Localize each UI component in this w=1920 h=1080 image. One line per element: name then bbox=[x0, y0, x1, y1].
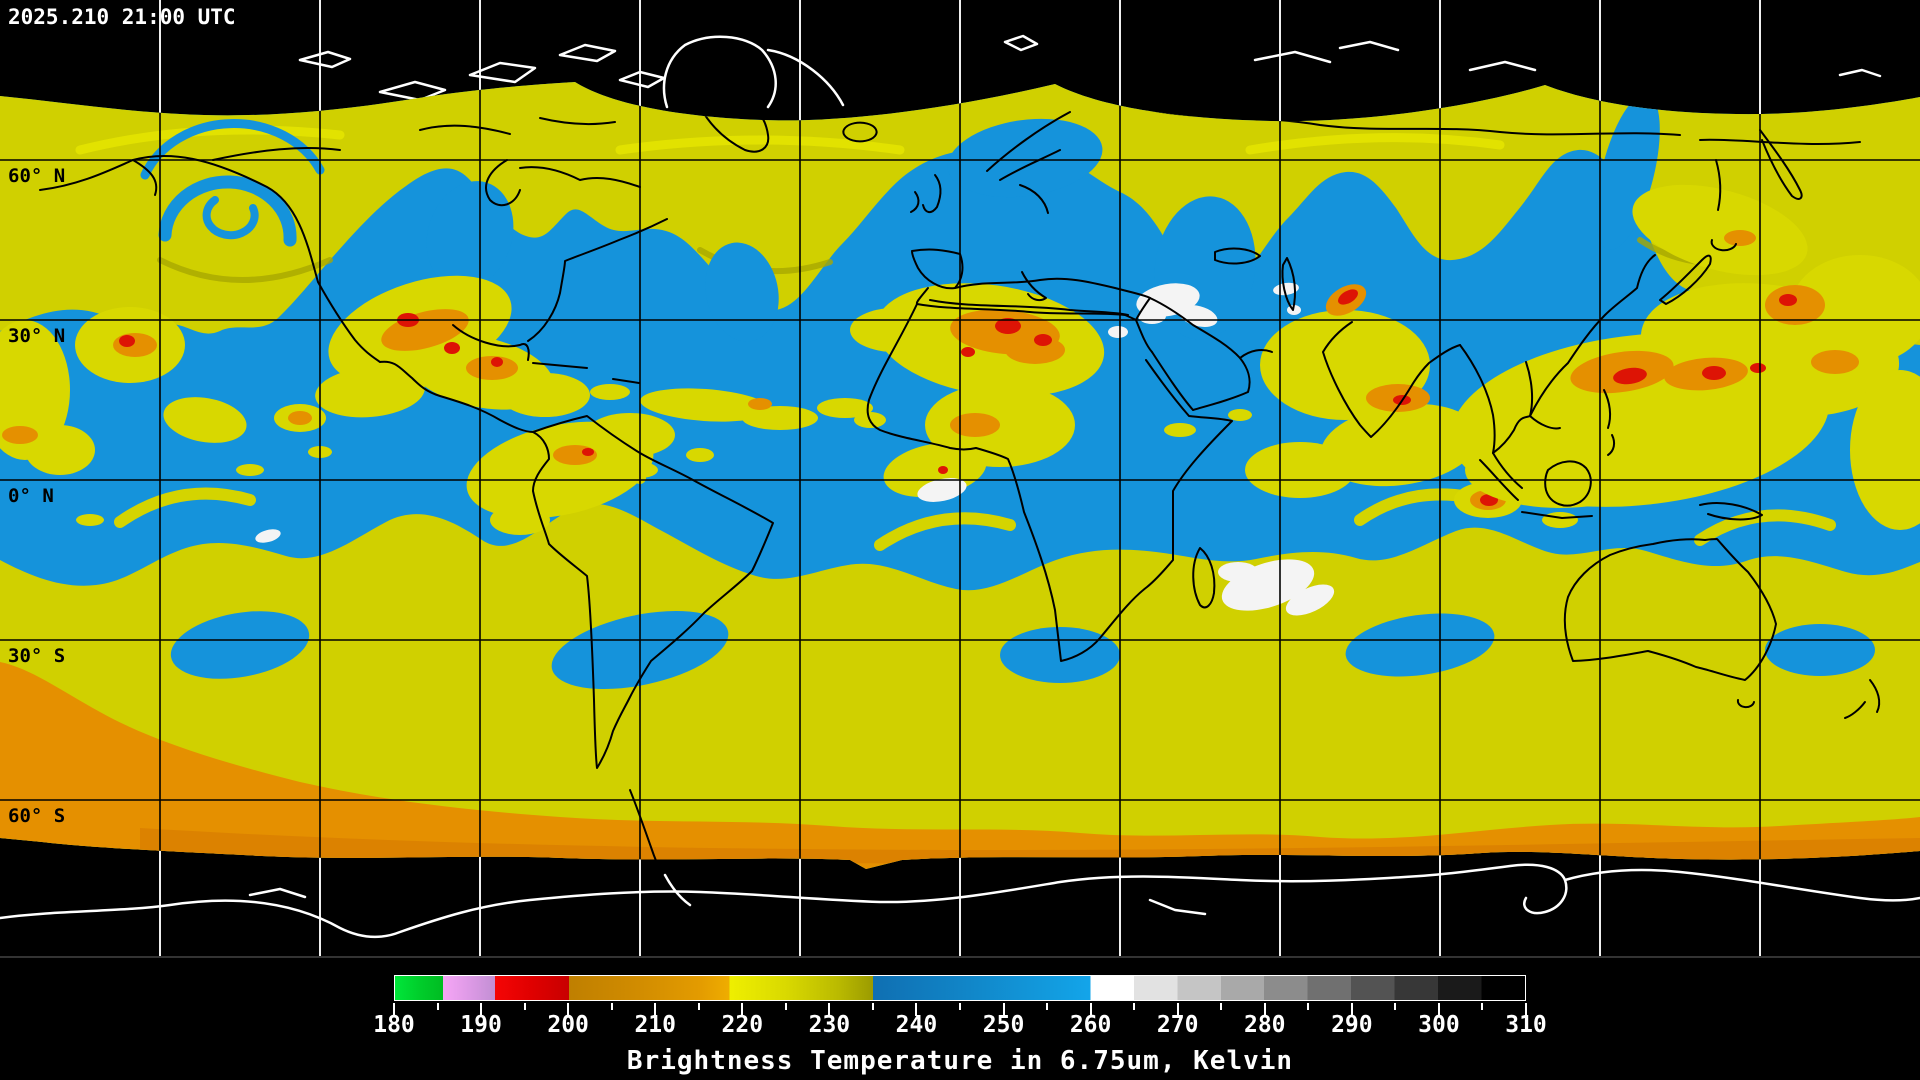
colorbar-minor-tick bbox=[784, 1003, 787, 1010]
colorbar-minor-tick bbox=[1133, 1003, 1136, 1010]
colorbar-major-tick bbox=[915, 1003, 918, 1016]
latitude-label-60n: 60° N bbox=[8, 165, 65, 187]
colorbar-major-tick bbox=[1437, 1003, 1440, 1016]
colorbar-tick-label: 230 bbox=[808, 1012, 851, 1038]
colorbar-major-tick bbox=[1176, 1003, 1179, 1016]
colorbar-major-tick bbox=[741, 1003, 744, 1016]
warm-dry-patches bbox=[255, 282, 1335, 616]
map-area: 2025.210 21:00 UTC 60° N 30° N 0° N 30° … bbox=[0, 0, 1920, 960]
brightness-temperature-map: 2025.210 21:00 UTC 60° N 30° N 0° N 30° … bbox=[0, 0, 1920, 960]
latitude-label-60s: 60° S bbox=[8, 805, 65, 827]
colorbar-minor-tick bbox=[697, 1003, 700, 1010]
colorbar-major-tick bbox=[1089, 1003, 1092, 1016]
colorbar-minor-tick bbox=[1394, 1003, 1397, 1010]
colorbar-minor-tick bbox=[1307, 1003, 1310, 1010]
colorbar-tick-label: 310 bbox=[1505, 1012, 1547, 1038]
colorbar-minor-tick bbox=[1220, 1003, 1223, 1010]
colorbar-tick-label: 250 bbox=[982, 1012, 1025, 1038]
coastline-on-data bbox=[39, 103, 1881, 869]
colorbar-major-tick bbox=[1002, 1003, 1005, 1016]
colorbar-tick-label: 300 bbox=[1418, 1012, 1460, 1038]
colorbar-caption: Brightness Temperature in 6.75um, Kelvin bbox=[626, 1046, 1294, 1076]
colorbar-tick-label: 240 bbox=[895, 1012, 938, 1038]
colorbar-minor-tick bbox=[871, 1003, 874, 1010]
colorbar-major-tick bbox=[480, 1003, 483, 1016]
colorbar-tick-label: 280 bbox=[1243, 1012, 1286, 1038]
map-bottom-border bbox=[0, 956, 1920, 958]
colorbar-panel: 180 190 200 210 220 230 240 250 260 270 280 290 300 3… bbox=[0, 960, 1920, 1080]
colorbar-tick-label: 190 bbox=[460, 1012, 502, 1038]
latitude-label-30s: 30° S bbox=[8, 645, 65, 667]
colorbar-tick-label: 270 bbox=[1156, 1012, 1199, 1038]
data-region bbox=[0, 82, 1920, 869]
colorbar-major-tick bbox=[393, 1003, 395, 1016]
colorbar-tick-label: 260 bbox=[1069, 1012, 1112, 1038]
colorbar-minor-tick bbox=[523, 1003, 526, 1010]
colorbar-major-tick bbox=[1525, 1003, 1527, 1016]
coastline-polar-white bbox=[0, 34, 1920, 939]
colorbar-tick-label: 210 bbox=[634, 1012, 676, 1038]
latitude-label-0n: 0° N bbox=[8, 485, 54, 507]
colorbar-major-tick bbox=[828, 1003, 831, 1016]
graticule-on-data bbox=[0, 82, 1920, 869]
colorbar-minor-tick bbox=[959, 1003, 961, 1010]
colorbar-tick-label: 290 bbox=[1331, 1012, 1373, 1038]
colorbar-minor-tick bbox=[436, 1003, 439, 1010]
colorbar-major-tick bbox=[567, 1003, 570, 1016]
colorbar-minor-tick bbox=[1046, 1003, 1049, 1010]
colorbar-major-tick bbox=[654, 1003, 657, 1016]
latitude-labels: 60° N 30° N 0° N 30° S 60° S bbox=[8, 165, 65, 827]
colorbar-tick-label: 200 bbox=[547, 1012, 589, 1038]
latitude-label-30n: 30° N bbox=[8, 325, 65, 347]
colorbar-major-tick bbox=[1263, 1003, 1266, 1016]
colorbar-major-tick bbox=[1350, 1003, 1353, 1016]
colorbar-gradient bbox=[394, 975, 1526, 1001]
colorbar-minor-tick bbox=[1481, 1003, 1484, 1010]
colorbar-tick-label: 180 bbox=[373, 1012, 415, 1038]
colorbar-minor-tick bbox=[610, 1003, 613, 1010]
timestamp: 2025.210 21:00 UTC bbox=[8, 5, 236, 29]
colorbar-tick-label: 220 bbox=[721, 1012, 764, 1038]
